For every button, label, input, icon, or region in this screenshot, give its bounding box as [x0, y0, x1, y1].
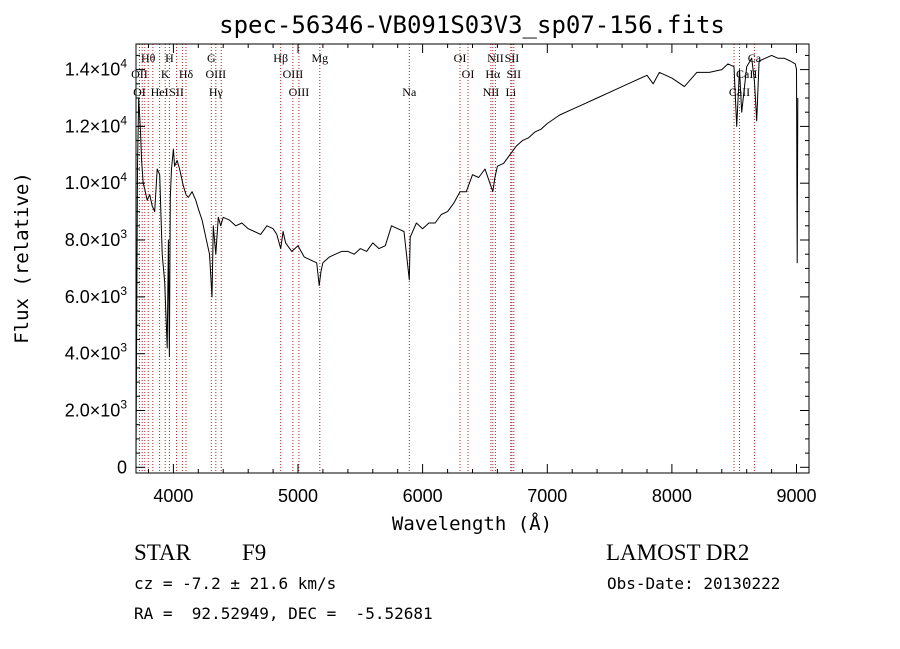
line-label: NII	[483, 85, 500, 99]
line-label: Hθ	[141, 51, 156, 65]
line-label: G	[207, 51, 216, 65]
line-label: OIII	[205, 67, 226, 81]
emission-line-markers	[138, 44, 755, 473]
y-tick-label: 0	[117, 457, 127, 477]
line-label: Hβ	[273, 51, 288, 65]
x-tick-label: 7000	[527, 486, 567, 506]
line-label: Hα	[485, 67, 501, 81]
observation-date: Obs-Date: 20130222	[607, 574, 780, 593]
line-label: Mg	[311, 51, 328, 65]
survey-name: LAMOST DR2	[606, 540, 749, 565]
line-label: CaII	[729, 85, 750, 99]
x-tick-label: 8000	[652, 486, 692, 506]
line-label: OII	[131, 67, 148, 81]
line-label: CaII	[736, 67, 757, 81]
line-label: HeI	[151, 85, 169, 99]
line-label: OI	[462, 67, 475, 81]
line-label: OI	[454, 51, 467, 65]
y-tick-label: 6.0×103	[65, 284, 128, 307]
y-tick-label: 1.2×104	[65, 113, 128, 136]
x-tick-label: 9000	[776, 486, 816, 506]
line-label: SII	[169, 85, 184, 99]
flux-series	[135, 54, 799, 462]
flux-line	[135, 54, 799, 462]
object-class: STAR	[134, 540, 192, 565]
chart-title: spec-56346-VB091S03V3_sp07-156.fits	[219, 11, 725, 39]
y-tick-label: 1.4×104	[65, 57, 128, 80]
line-label: SII	[505, 51, 520, 65]
line-label: OI	[133, 85, 146, 99]
line-label: Hδ	[179, 67, 194, 81]
line-label: OIII	[289, 85, 310, 99]
y-tick-label: 1.0×104	[65, 170, 128, 193]
y-axis-label: Flux (relative)	[11, 172, 33, 344]
x-tick-label: 6000	[403, 486, 443, 506]
redshift-value: cz = -7.2 ± 21.6 km/s	[134, 574, 336, 593]
line-label: Na	[402, 85, 417, 99]
line-label: H	[165, 51, 174, 65]
line-label: K	[161, 67, 170, 81]
x-axis-ticks: 4000 5000 6000 7000 8000 9000	[148, 44, 817, 506]
y-tick-label: 4.0×103	[65, 341, 128, 364]
plot-frame	[135, 43, 810, 474]
line-label: Ca	[748, 51, 762, 65]
y-tick-label: 8.0×103	[65, 227, 128, 250]
line-label: Hγ	[209, 85, 224, 99]
line-label: OIII	[283, 67, 304, 81]
object-subclass: F9	[242, 540, 266, 565]
y-axis-ticks: 0 2.0×103 4.0×103 6.0×103 8.0×103 1.0×104 1.2×…	[65, 54, 809, 477]
y-tick-label: 2.0×103	[65, 398, 128, 421]
x-tick-label: 4000	[153, 486, 193, 506]
line-label: NII	[487, 51, 504, 65]
coordinates: RA = 92.52949, DEC = -5.52681	[134, 604, 433, 623]
line-label: SII	[506, 67, 521, 81]
line-label: Li	[505, 85, 516, 99]
x-tick-label: 5000	[278, 486, 318, 506]
x-axis-label: Wavelength (Å)	[392, 512, 552, 535]
